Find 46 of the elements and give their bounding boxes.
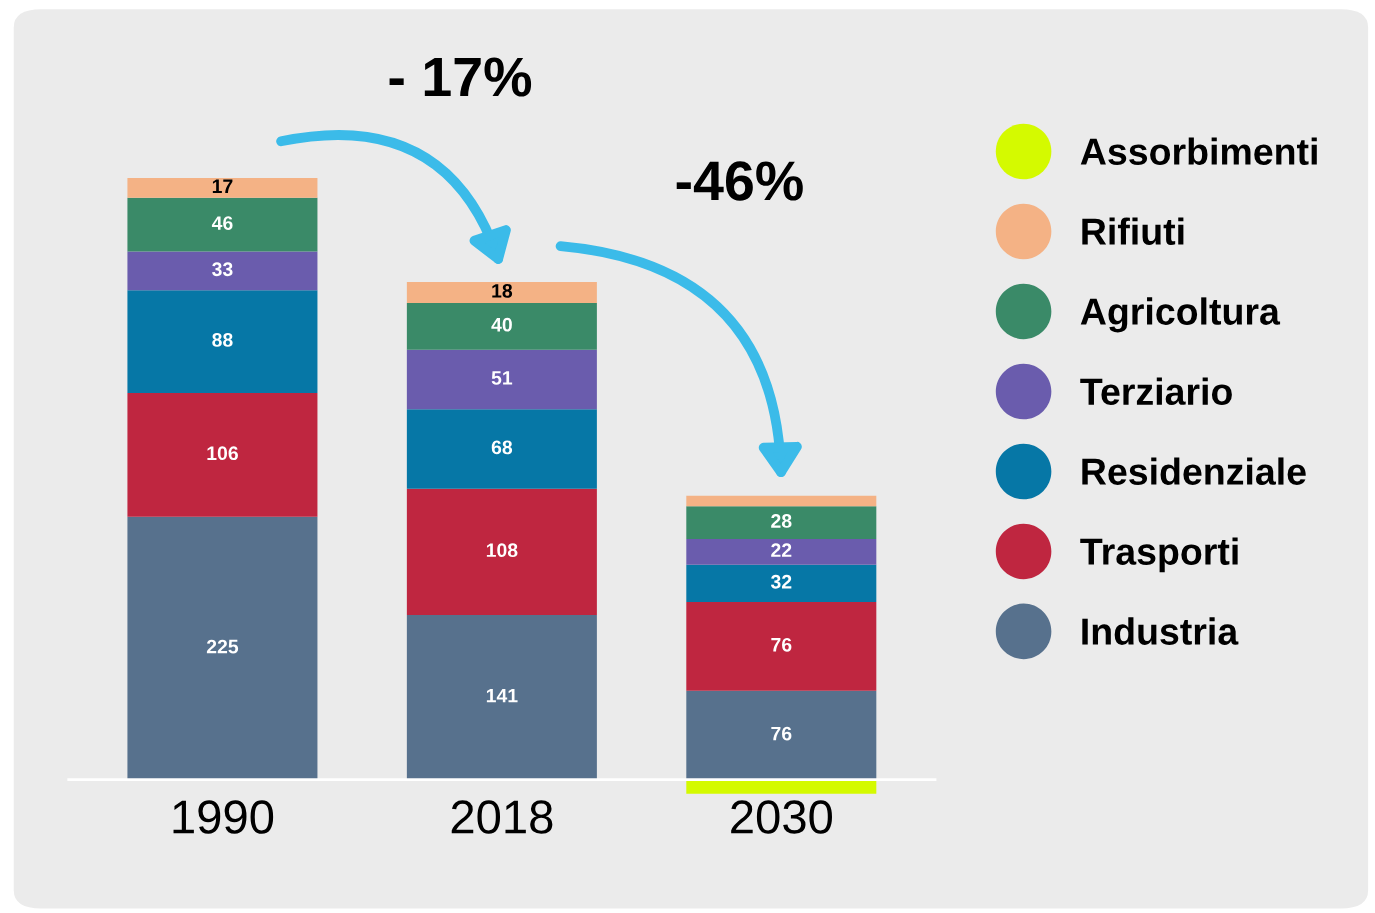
legend-label: Residenziale <box>1082 457 1306 485</box>
data-label: 51 <box>491 371 513 385</box>
data-label: 76 <box>771 637 792 652</box>
bar <box>127 516 318 780</box>
data-label: 225 <box>206 639 239 654</box>
bar <box>406 488 597 615</box>
data-label: 141 <box>486 688 518 703</box>
bar <box>406 349 597 410</box>
x-tick-label: 2030 <box>731 800 832 834</box>
data-label: 22 <box>771 543 792 557</box>
data-label: 40 <box>491 317 512 332</box>
legend-label: Industria <box>1082 617 1239 645</box>
data-label: 28 <box>771 514 792 528</box>
annotation: -46% <box>676 161 803 201</box>
data-label: 32 <box>770 574 792 589</box>
bar <box>406 303 597 350</box>
bar <box>686 538 877 565</box>
bar <box>686 506 877 539</box>
legend-label: Agricoltura <box>1080 297 1281 333</box>
text: - 17% <box>389 57 532 97</box>
bar <box>686 564 877 603</box>
bar <box>686 779 877 794</box>
data-label: 46 <box>211 216 233 230</box>
data-label: 68 <box>491 440 513 455</box>
legend-label: Rifiuti <box>1082 217 1184 245</box>
data-label: 106 <box>207 446 238 461</box>
data-label: 33 <box>212 262 233 277</box>
bar <box>127 290 318 393</box>
bar <box>127 178 318 198</box>
bar <box>406 281 597 304</box>
data-label: 17 <box>212 179 233 193</box>
data-label: 88 <box>212 333 233 347</box>
data-label: 18 <box>492 283 513 298</box>
x-tick-label: 1990 <box>173 800 274 834</box>
x-tick-label: 2018 <box>451 800 553 834</box>
bar <box>686 602 877 691</box>
bar <box>686 690 877 780</box>
legend-label: Terziario <box>1080 377 1232 406</box>
legend-label: Trasporti <box>1080 537 1238 573</box>
legend-label: Assorbimenti <box>1080 137 1317 165</box>
bar <box>686 495 877 507</box>
data-label: 108 <box>486 543 518 558</box>
bar <box>406 614 597 780</box>
bar <box>127 251 318 291</box>
data-label: 76 <box>771 726 792 741</box>
bar <box>127 392 318 517</box>
